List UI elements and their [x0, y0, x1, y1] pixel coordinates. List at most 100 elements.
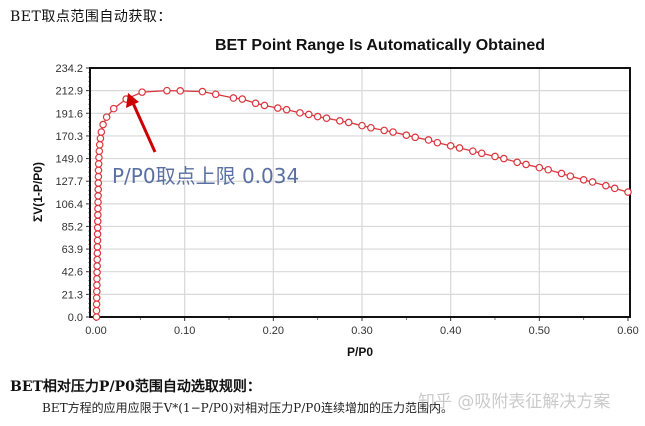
- data-point-marker: [93, 268, 101, 277]
- data-point-marker: [93, 223, 102, 232]
- data-point-marker: [469, 147, 477, 155]
- data-point-marker: [344, 118, 353, 127]
- data-point-marker: [102, 113, 111, 121]
- x-tick-label: 0.10: [174, 325, 195, 337]
- y-tick-label: 21.3: [62, 289, 83, 301]
- data-point-marker: [336, 117, 344, 125]
- data-point-marker: [94, 211, 102, 219]
- data-point-marker: [93, 230, 102, 238]
- data-point-marker: [566, 172, 575, 180]
- data-point-marker: [544, 165, 553, 174]
- data-point-marker: [211, 90, 220, 99]
- data-point-marker: [93, 249, 102, 258]
- data-point-marker: [557, 169, 566, 178]
- data-point-marker: [411, 133, 420, 142]
- data-point-marker: [163, 86, 171, 95]
- y-tick-label: 127.7: [55, 176, 83, 188]
- data-point-marker: [198, 87, 207, 96]
- x-tick-label: 0.20: [263, 325, 284, 337]
- grid-lines: [90, 68, 630, 317]
- data-point-marker: [94, 185, 103, 194]
- data-point-marker: [455, 144, 464, 152]
- data-point-marker: [588, 178, 597, 186]
- data-point-marker: [522, 160, 530, 169]
- y-tick-label: 63.9: [62, 244, 83, 256]
- data-point-marker: [94, 179, 103, 187]
- data-point-marker: [367, 123, 375, 132]
- data-point-marker: [424, 136, 433, 144]
- data-point-marker: [95, 153, 103, 162]
- y-tick-label: 212.9: [55, 86, 83, 98]
- y-tick-label: 234.2: [55, 63, 83, 75]
- x-tick-label: 0.40: [440, 325, 461, 337]
- y-tick-label: 0.0: [68, 312, 83, 324]
- data-point-marker: [380, 126, 388, 135]
- data-point-marker: [602, 181, 610, 190]
- data-series: [92, 86, 632, 321]
- data-point-marker: [93, 262, 101, 270]
- data-point-marker: [94, 198, 102, 206]
- x-tick-label: 0.30: [351, 325, 372, 337]
- y-tick-label: 191.6: [55, 108, 83, 120]
- data-point-marker: [260, 101, 269, 110]
- annotation-arrow-icon: [126, 93, 157, 153]
- data-point-marker: [238, 95, 247, 103]
- data-point-marker: [93, 274, 101, 283]
- x-tick-label: 0.60: [617, 325, 638, 337]
- data-point-marker: [92, 300, 101, 309]
- data-point-marker: [93, 281, 101, 289]
- y-tick-label: 106.4: [55, 199, 83, 211]
- data-point-marker: [92, 306, 101, 315]
- data-point-marker: [109, 104, 118, 113]
- data-point-marker: [96, 134, 105, 143]
- data-point-marker: [322, 114, 331, 122]
- data-point-marker: [304, 110, 313, 119]
- watermark: 知乎 @吸附表征解决方案: [418, 392, 611, 412]
- chart-title: BET Point Range Is Automatically Obtaine…: [214, 37, 546, 54]
- data-point-marker: [313, 112, 322, 121]
- data-point-marker: [92, 287, 101, 296]
- data-point-marker: [624, 188, 632, 196]
- data-point-marker: [296, 109, 304, 117]
- x-axis-title: P/P0: [347, 345, 373, 359]
- data-point-marker: [93, 243, 102, 251]
- y-axis-title: ΣV(1-P/P0): [31, 162, 45, 222]
- data-point-marker: [94, 172, 103, 181]
- y-tick-label: 149.0: [55, 154, 83, 166]
- data-point-marker: [138, 88, 146, 96]
- data-point-marker: [477, 149, 486, 158]
- data-point-marker: [92, 313, 101, 321]
- data-point-marker: [93, 255, 102, 264]
- data-point-marker: [95, 140, 104, 149]
- data-point-marker: [500, 154, 508, 163]
- data-point-marker: [535, 163, 544, 172]
- section-heading-top: BET取点范围自动获取：: [10, 9, 172, 25]
- section-heading-bottom: BET相对压力P/P0范围自动选取规则：: [10, 379, 261, 395]
- data-point-marker: [358, 121, 366, 130]
- data-point-marker: [273, 104, 282, 112]
- data-point-marker: [402, 131, 411, 139]
- body-text: BET方程的应用应限于V*(1−P/P0)对相对压力P/P0连续增加的压力范围内…: [42, 401, 453, 415]
- data-point-marker: [513, 158, 521, 167]
- data-point-marker: [94, 160, 103, 168]
- data-point-marker: [94, 191, 102, 200]
- data-point-marker: [389, 128, 397, 136]
- data-point-marker: [229, 94, 238, 102]
- data-point-marker: [491, 152, 499, 161]
- data-point-marker: [433, 138, 442, 147]
- data-point-marker: [251, 99, 260, 108]
- x-tick-label: 0.00: [85, 325, 106, 337]
- plot-frame: [89, 67, 631, 318]
- data-point-marker: [94, 204, 102, 213]
- data-point-marker: [93, 236, 102, 245]
- axis-ticks: 0.0 21.3 42.6 63.9 85.2 106.4 127.7 149.0 170.3 1…: [55, 63, 638, 337]
- data-point-marker: [99, 120, 107, 129]
- y-tick-label: 85.2: [62, 221, 83, 233]
- x-tick-label: 0.50: [529, 325, 550, 337]
- data-point-marker: [579, 176, 588, 184]
- data-point-marker: [92, 294, 101, 302]
- data-point-marker: [93, 217, 102, 226]
- data-point-marker: [610, 184, 619, 193]
- y-tick-label: 170.3: [55, 131, 83, 143]
